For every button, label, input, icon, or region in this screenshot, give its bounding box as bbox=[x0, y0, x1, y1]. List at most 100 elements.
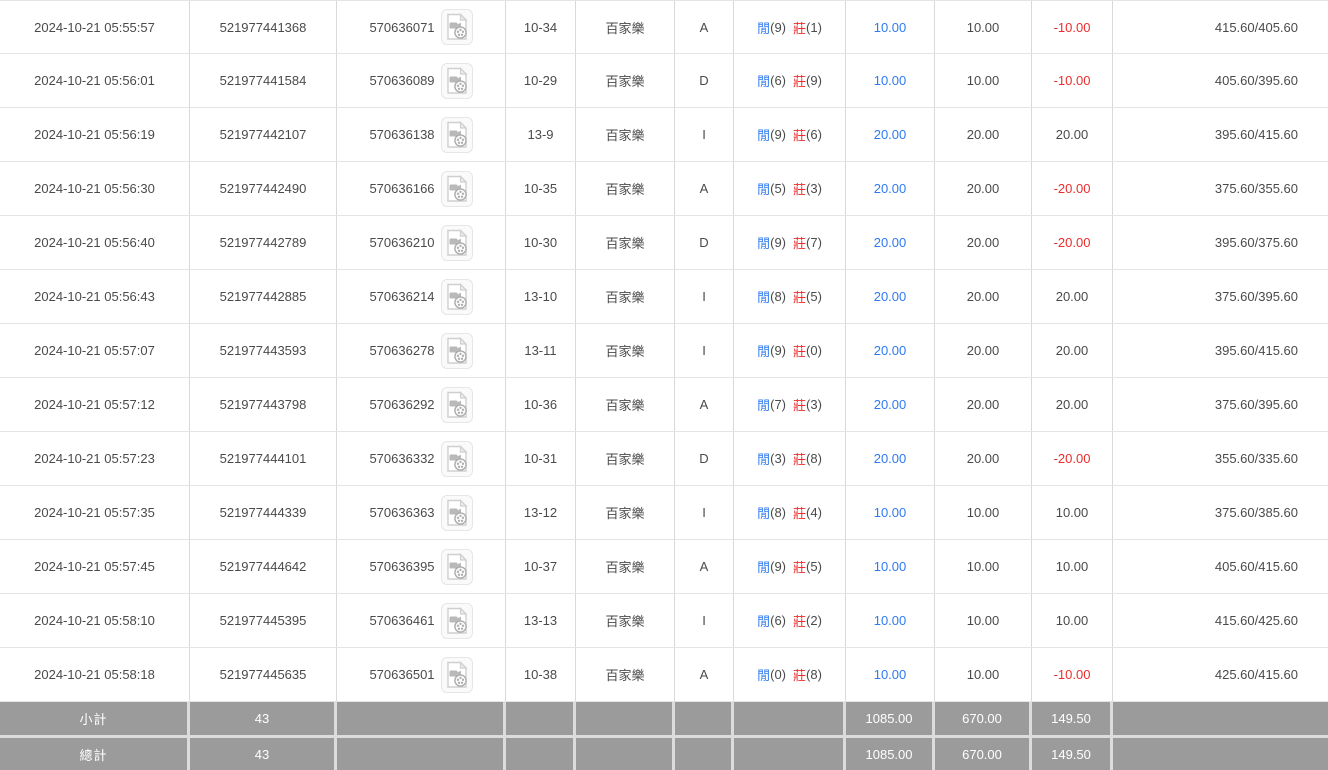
bet-amount-link[interactable]: 10.00 bbox=[873, 73, 907, 88]
video-replay-button[interactable] bbox=[440, 386, 473, 423]
result-cell: 閒 (6) 莊 (2) bbox=[734, 594, 846, 647]
video-replay-button[interactable] bbox=[440, 62, 473, 99]
subtotal-empty bbox=[1113, 702, 1328, 735]
video-document-icon bbox=[446, 66, 467, 94]
banker-score: (5) bbox=[806, 289, 822, 304]
video-replay-button[interactable] bbox=[440, 602, 473, 639]
round-id-text: 570636138 bbox=[369, 127, 435, 142]
table-row: 2024-10-21 05:56:43 521977442885 570636214… bbox=[0, 270, 1328, 324]
time-cell: 2024-10-21 05:56:19 bbox=[0, 108, 190, 161]
table-row: 2024-10-21 05:57:12 521977443798 570636292… bbox=[0, 378, 1328, 432]
video-replay-button[interactable] bbox=[440, 224, 473, 261]
player-label: 閒 bbox=[757, 668, 771, 683]
table-round-cell: 10-38 bbox=[506, 648, 576, 701]
table-row: 2024-10-21 05:56:40 521977442789 570636210… bbox=[0, 216, 1328, 270]
payout-cell: 10.00 bbox=[1032, 486, 1113, 539]
bet-type-cell: D bbox=[675, 216, 734, 269]
bet-amount-link[interactable]: 20.00 bbox=[873, 289, 907, 304]
video-replay-button[interactable] bbox=[440, 9, 473, 45]
round-id-text: 570636332 bbox=[369, 451, 435, 466]
bet-amount-link[interactable]: 20.00 bbox=[873, 127, 907, 142]
table-row: 2024-10-21 05:57:45 521977444642 570636395… bbox=[0, 540, 1328, 594]
banker-label: 莊 bbox=[793, 74, 807, 89]
video-replay-button[interactable] bbox=[440, 116, 473, 153]
bet-amount-link[interactable]: 10.00 bbox=[873, 559, 907, 574]
video-replay-button[interactable] bbox=[440, 548, 473, 585]
player-label: 閒 bbox=[757, 452, 771, 467]
player-label: 閒 bbox=[757, 74, 771, 89]
video-replay-button[interactable] bbox=[440, 332, 473, 369]
round-id-text: 570636166 bbox=[369, 181, 435, 196]
video-replay-button[interactable] bbox=[440, 278, 473, 315]
game-type-cell: 百家樂 bbox=[576, 486, 675, 539]
payout-cell: 20.00 bbox=[1032, 378, 1113, 431]
player-label: 閒 bbox=[757, 398, 771, 413]
video-document-icon bbox=[446, 660, 467, 688]
time-cell: 2024-10-21 05:58:10 bbox=[0, 594, 190, 647]
video-replay-button[interactable] bbox=[440, 494, 473, 531]
bet-amount-cell: 20.00 bbox=[846, 378, 935, 431]
table-round-cell: 10-29 bbox=[506, 54, 576, 107]
bet-amount-cell: 10.00 bbox=[846, 486, 935, 539]
bet-type-cell: I bbox=[675, 324, 734, 377]
round-id-cell: 570636292 bbox=[337, 378, 506, 431]
bet-amount-link[interactable]: 10.00 bbox=[873, 667, 907, 682]
valid-amount-cell: 20.00 bbox=[935, 162, 1032, 215]
banker-label: 莊 bbox=[793, 506, 807, 521]
round-id-cell: 570636138 bbox=[337, 108, 506, 161]
round-id-text: 570636461 bbox=[369, 613, 435, 628]
table-round-cell: 10-34 bbox=[506, 1, 576, 53]
player-label: 閒 bbox=[757, 614, 771, 629]
round-id-text: 570636395 bbox=[369, 559, 435, 574]
round-id-cell: 570636501 bbox=[337, 648, 506, 701]
bet-amount-link[interactable]: 20.00 bbox=[873, 235, 907, 250]
bet-id-cell: 521977442885 bbox=[190, 270, 337, 323]
time-cell: 2024-10-21 05:57:23 bbox=[0, 432, 190, 485]
total-valid-amount: 670.00 bbox=[935, 738, 1032, 770]
table-round-cell: 13-12 bbox=[506, 486, 576, 539]
round-id-cell: 570636210 bbox=[337, 216, 506, 269]
bet-amount-link[interactable]: 20.00 bbox=[873, 397, 907, 412]
video-replay-button[interactable] bbox=[440, 656, 473, 693]
bet-id-cell: 521977444642 bbox=[190, 540, 337, 593]
table-row: 2024-10-21 05:56:19 521977442107 570636138… bbox=[0, 108, 1328, 162]
player-score: (6) bbox=[770, 613, 786, 628]
game-type-cell: 百家樂 bbox=[576, 1, 675, 53]
result-cell: 閒 (5) 莊 (3) bbox=[734, 162, 846, 215]
bet-id-cell: 521977441584 bbox=[190, 54, 337, 107]
player-score: (0) bbox=[770, 667, 786, 682]
total-empty bbox=[1113, 738, 1328, 770]
game-type-cell: 百家樂 bbox=[576, 648, 675, 701]
bet-amount-link[interactable]: 20.00 bbox=[873, 451, 907, 466]
bet-amount-link[interactable]: 10.00 bbox=[873, 19, 907, 35]
valid-amount-cell: 20.00 bbox=[935, 378, 1032, 431]
valid-amount-cell: 10.00 bbox=[935, 594, 1032, 647]
player-label: 閒 bbox=[757, 506, 771, 521]
player-score: (7) bbox=[770, 397, 786, 412]
video-replay-button[interactable] bbox=[440, 440, 473, 477]
video-document-icon bbox=[446, 552, 467, 580]
banker-score: (1) bbox=[806, 19, 822, 35]
table-row: 2024-10-21 05:57:07 521977443593 570636278… bbox=[0, 324, 1328, 378]
balance-cell: 415.60/405.60 bbox=[1214, 19, 1298, 35]
bet-amount-link[interactable]: 20.00 bbox=[873, 343, 907, 358]
subtotal-empty bbox=[576, 702, 675, 735]
banker-score: (7) bbox=[806, 235, 822, 250]
player-label: 閒 bbox=[757, 182, 771, 197]
valid-amount-cell: 10.00 bbox=[935, 54, 1032, 107]
total-empty bbox=[506, 738, 576, 770]
banker-label: 莊 bbox=[793, 560, 807, 575]
bet-amount-link[interactable]: 10.00 bbox=[873, 613, 907, 628]
bet-amount-cell: 10.00 bbox=[846, 648, 935, 701]
game-type-cell: 百家樂 bbox=[576, 594, 675, 647]
banker-score: (3) bbox=[806, 181, 822, 196]
video-replay-button[interactable] bbox=[440, 170, 473, 207]
bet-amount-link[interactable]: 10.00 bbox=[873, 505, 907, 520]
bet-amount-link[interactable]: 20.00 bbox=[873, 181, 907, 196]
table-row: 2024-10-21 05:57:35 521977444339 570636363… bbox=[0, 486, 1328, 540]
bet-type-cell: I bbox=[675, 486, 734, 539]
payout-cell: -10.00 bbox=[1032, 648, 1113, 701]
banker-label: 莊 bbox=[793, 614, 807, 629]
video-document-icon bbox=[446, 444, 467, 472]
